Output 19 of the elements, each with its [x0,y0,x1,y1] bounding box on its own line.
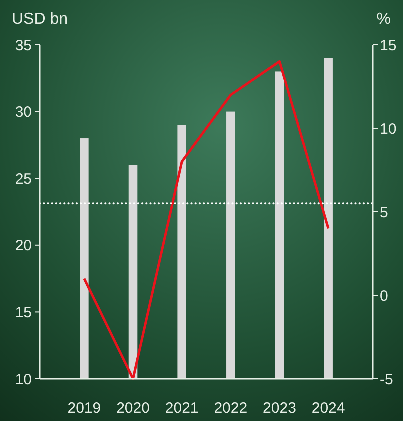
x-tick-label: 2020 [116,400,150,417]
y2-axis-title: % [376,11,391,28]
y-tick-label: 25 [15,170,32,188]
y2-tick-label: -5 [380,371,394,388]
y2-tick-label: 5 [380,204,388,222]
y-tick-label: 10 [15,371,32,388]
y-tick-label: 20 [15,238,32,255]
x-tick-label: 2023 [263,400,296,417]
y2-tick-label: 15 [380,37,397,54]
y2-tick-label: 10 [380,120,397,138]
y-tick-label: 35 [15,37,32,54]
x-tick-label: 2021 [165,400,199,417]
x-tick-label: 2022 [214,400,248,417]
x-tick-label: 2024 [312,400,346,417]
y-tick-label: 15 [15,304,32,322]
y2-tick-label: 0 [380,288,388,305]
x-tick-label: 2019 [68,400,102,417]
y-axis-title: USD bn [12,11,68,28]
y-tick-label: 30 [15,104,32,122]
